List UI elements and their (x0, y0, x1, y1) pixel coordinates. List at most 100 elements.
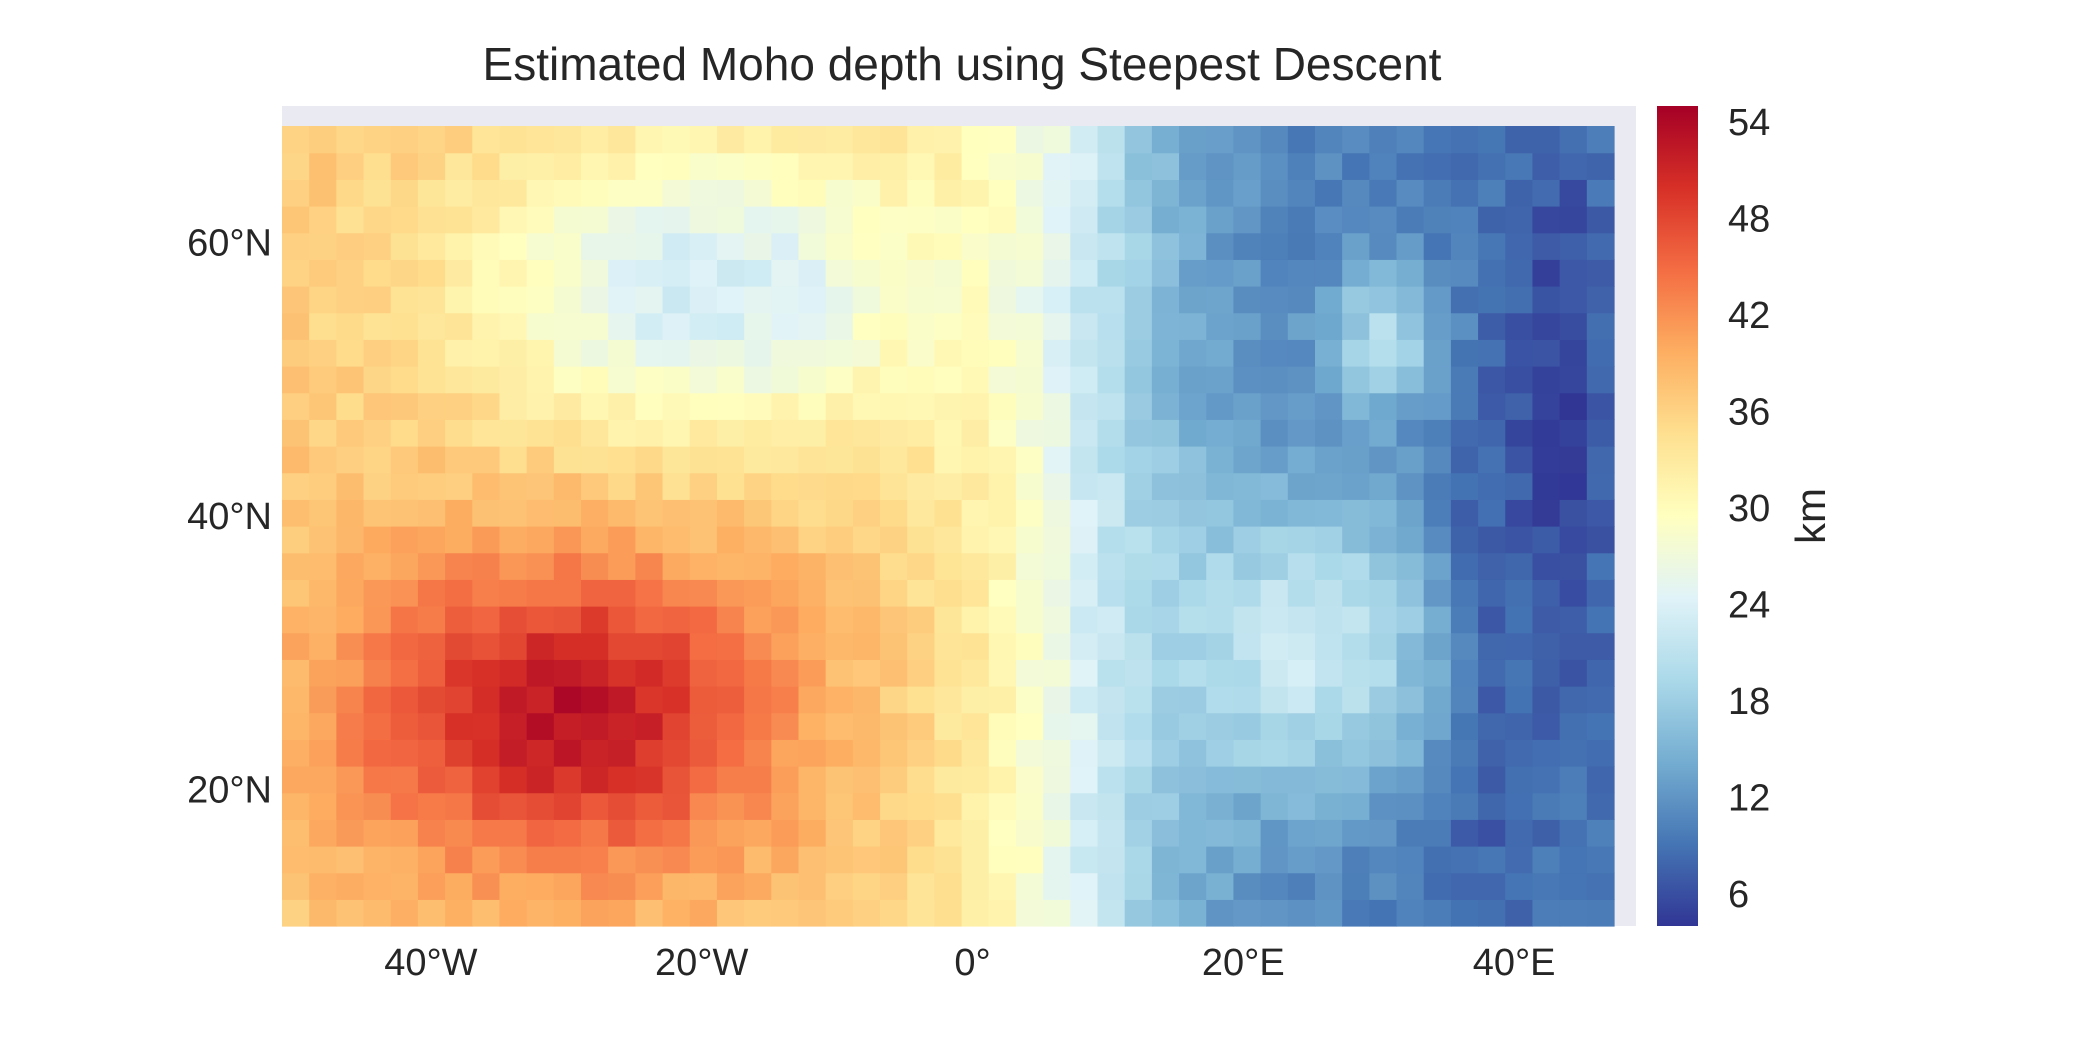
heatmap-cell (1097, 366, 1126, 394)
heatmap-cell (1450, 712, 1479, 740)
heatmap-cell (1151, 686, 1180, 714)
heatmap-cell (1124, 846, 1153, 874)
heatmap-cell (1206, 579, 1235, 607)
heatmap-cell (1233, 686, 1262, 714)
heatmap-cell (1314, 872, 1343, 900)
heatmap-cell (1586, 899, 1615, 927)
heatmap-cell (1314, 152, 1343, 180)
heatmap-cell (852, 499, 881, 527)
y-tick-label: 60°N (187, 223, 272, 265)
heatmap-cell (1314, 259, 1343, 287)
heatmap-cell (553, 259, 582, 287)
heatmap-cell (363, 526, 392, 554)
heatmap-cell (1586, 446, 1615, 474)
heatmap-cell (499, 686, 528, 714)
heatmap-cell (1097, 846, 1126, 874)
heatmap-cell (961, 232, 990, 260)
heatmap-cell (363, 206, 392, 234)
heatmap-cell (336, 819, 365, 847)
heatmap-cell (309, 712, 337, 740)
heatmap-cell (1043, 446, 1071, 474)
heatmap-cell (608, 552, 636, 580)
heatmap-cell (716, 819, 745, 847)
heatmap-cell (716, 632, 745, 660)
heatmap-cell (635, 179, 664, 207)
heatmap-cell (608, 846, 636, 874)
heatmap-cell (1342, 819, 1370, 847)
heatmap-cell (1314, 792, 1343, 820)
heatmap-cell (907, 526, 935, 554)
heatmap-cell (282, 766, 310, 794)
heatmap-cell (472, 872, 501, 900)
heatmap-cell (1233, 819, 1262, 847)
heatmap-cell (1260, 206, 1289, 234)
heatmap-cell (1423, 872, 1452, 900)
colorbar-tick-label: 30 (1728, 488, 1770, 530)
heatmap-cell (1070, 366, 1099, 394)
heatmap-cell (1043, 846, 1071, 874)
heatmap-cell (1043, 126, 1071, 154)
heatmap-cell (988, 206, 1017, 234)
heatmap-cell (988, 446, 1017, 474)
heatmap-cell (934, 792, 963, 820)
heatmap-cell (1260, 792, 1289, 820)
heatmap-cell (581, 712, 609, 740)
heatmap-cell (988, 899, 1017, 927)
heatmap-cell (798, 712, 827, 740)
heatmap-cell (581, 659, 609, 687)
heatmap-cell (282, 846, 310, 874)
heatmap-cell (1260, 472, 1289, 500)
heatmap-cell (1396, 472, 1425, 500)
heatmap-cell (417, 499, 446, 527)
heatmap-cell (1478, 232, 1506, 260)
heatmap-cell (1396, 339, 1425, 367)
heatmap-cell (1423, 606, 1452, 634)
heatmap-cell (1478, 259, 1506, 287)
heatmap-cell (1097, 819, 1126, 847)
heatmap-cell (1287, 899, 1316, 927)
heatmap-cell (1505, 526, 1534, 554)
heatmap-cell (988, 419, 1017, 447)
heatmap-cell (880, 126, 908, 154)
heatmap-cell (771, 792, 800, 820)
heatmap-cell (1206, 472, 1235, 500)
colorbar-tick-label: 48 (1728, 199, 1770, 241)
heatmap-cell (1586, 846, 1615, 874)
heatmap-cell (1015, 126, 1044, 154)
heatmap-cell (1314, 552, 1343, 580)
heatmap-cell (1450, 179, 1479, 207)
heatmap-cell (1043, 739, 1071, 767)
heatmap-cell (1179, 712, 1207, 740)
heatmap-cell (1423, 472, 1452, 500)
heatmap-cell (1015, 179, 1044, 207)
heatmap-cell (880, 766, 908, 794)
heatmap-cell (336, 152, 365, 180)
heatmap-cell (1070, 766, 1099, 794)
heatmap-cell (1043, 712, 1071, 740)
heatmap-cell (1450, 659, 1479, 687)
colorbar-tick-label: 24 (1728, 584, 1770, 626)
heatmap-cell (1260, 579, 1289, 607)
heatmap-cell (1586, 739, 1615, 767)
heatmap-cell (716, 126, 745, 154)
heatmap-cell (1097, 712, 1126, 740)
heatmap-cell (1015, 472, 1044, 500)
heatmap-cell (282, 312, 310, 340)
heatmap-cell (716, 472, 745, 500)
heatmap-cell (1532, 446, 1561, 474)
heatmap-cell (744, 659, 772, 687)
heatmap-cell (1423, 819, 1452, 847)
heatmap-cell (934, 872, 963, 900)
heatmap-cell (1396, 286, 1425, 314)
heatmap-cell (1369, 126, 1398, 154)
heatmap-cell (635, 552, 664, 580)
colorbar (1657, 106, 1698, 926)
heatmap-cell (1015, 526, 1044, 554)
heatmap-cell (1450, 126, 1479, 154)
heatmap-cell (472, 312, 501, 340)
heatmap-cell (1097, 392, 1126, 420)
heatmap-cell (1260, 606, 1289, 634)
heatmap-cell (1396, 232, 1425, 260)
heatmap-cell (1423, 232, 1452, 260)
heatmap-cell (635, 846, 664, 874)
